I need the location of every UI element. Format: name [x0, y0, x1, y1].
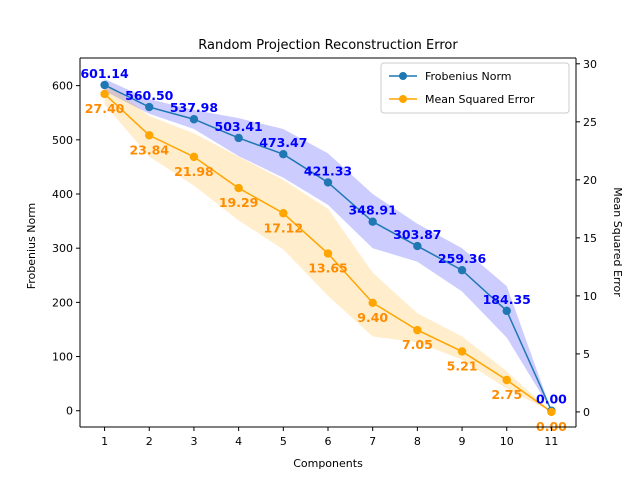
x-tick-label: 4: [235, 435, 242, 448]
frobenius-point: [145, 102, 154, 112]
mse-data-label: 5.21: [447, 358, 478, 373]
frobenius-point: [279, 149, 288, 159]
mse-point: [100, 89, 109, 99]
mse-point: [368, 298, 377, 308]
mse-data-label: 0.00: [536, 419, 567, 434]
frobenius-point: [413, 241, 422, 251]
mse-data-label: 17.12: [264, 220, 304, 235]
mse-point: [323, 249, 333, 258]
x-tick-label: 11: [544, 435, 558, 448]
mse-data-label: 27.40: [85, 101, 125, 116]
y-tick-label-right: 5: [583, 348, 590, 361]
legend-marker-mse: [399, 95, 407, 103]
legend: Frobenius Norm Mean Squared Error: [380, 62, 570, 114]
x-tick-label: 7: [369, 435, 376, 448]
x-tick-label: 6: [325, 435, 332, 448]
chart-title: Random Projection Reconstruction Error: [198, 38, 458, 53]
y-tick-label-left: 200: [52, 296, 73, 309]
frobenius-point: [323, 178, 333, 187]
mse-data-label: 19.29: [219, 195, 259, 210]
mse-data-label: 23.84: [129, 142, 169, 157]
x-tick-label: 5: [280, 435, 287, 448]
x-tick-label: 3: [190, 435, 197, 448]
mse-point: [502, 375, 511, 385]
y-tick-label-left: 300: [52, 242, 73, 255]
frobenius-data-label: 348.91: [349, 203, 397, 218]
confidence-bands: [104, 79, 552, 412]
mse-point: [279, 209, 288, 218]
mse-data-label: 9.40: [357, 310, 388, 325]
y-tick-label-right: 15: [583, 232, 597, 245]
frobenius-point: [100, 80, 109, 90]
frobenius-data-label: 184.35: [483, 292, 531, 307]
x-tick-label: 1: [101, 435, 108, 448]
x-tick-label: 8: [414, 435, 421, 448]
frobenius-data-label: 537.98: [170, 100, 218, 115]
y-tick-label-left: 600: [52, 80, 73, 93]
axes: 1 2 3 4 5 6 7 8 9 10 11 0 100 200 300 400 500 600 0 5 10 15 20…: [52, 57, 597, 448]
y-tick-label-right: 25: [583, 116, 597, 129]
frobenius-data-label: 473.47: [259, 135, 307, 150]
legend-box: [380, 62, 570, 114]
legend-label-frobenius: Frobenius Norm: [425, 70, 512, 83]
y-tick-label-right: 10: [583, 290, 597, 303]
mse-data-label: 21.98: [174, 164, 214, 179]
frobenius-data-label: 421.33: [304, 163, 352, 178]
y-axis-label-right: Mean Squared Error: [611, 187, 624, 297]
frobenius-data-label: 0.00: [536, 392, 567, 407]
frobenius-data-label: 601.14: [80, 66, 129, 81]
mse-data-label: 7.05: [402, 337, 433, 352]
legend-marker-frobenius: [399, 72, 407, 80]
x-tick-label: 2: [146, 435, 153, 448]
frobenius-data-label: 503.41: [215, 119, 263, 134]
data-points: [100, 80, 556, 417]
frobenius-point: [234, 133, 243, 143]
mse-point: [189, 152, 199, 162]
y-tick-label-right: 30: [583, 58, 597, 71]
mse-point: [547, 407, 556, 417]
frobenius-data-label: 259.36: [438, 251, 487, 266]
y-tick-label-left: 500: [52, 134, 73, 147]
y-tick-label-left: 100: [52, 351, 73, 364]
y-tick-label-left: 400: [52, 188, 73, 201]
x-axis-label: Components: [293, 457, 363, 470]
mse-band: [104, 81, 552, 412]
mse-point: [413, 325, 422, 335]
mse-point: [145, 131, 154, 140]
frobenius-point: [189, 115, 199, 124]
y-tick-label-left: 0: [66, 405, 73, 418]
y-tick-label-right: 20: [583, 174, 597, 187]
mse-point: [234, 183, 243, 193]
legend-label-mse: Mean Squared Error: [425, 93, 535, 106]
y-tick-label-right: 0: [583, 406, 590, 419]
x-tick-label: 10: [500, 435, 514, 448]
mse-data-label: 13.65: [308, 261, 348, 276]
frobenius-point: [457, 266, 467, 275]
frobenius-point: [502, 306, 511, 316]
y-axis-label-left: Frobenius Norm: [25, 203, 38, 290]
frobenius-band: [104, 79, 552, 411]
frobenius-point: [368, 217, 377, 226]
frobenius-data-label: 560.50: [125, 88, 174, 103]
x-tick-label: 9: [459, 435, 466, 448]
frobenius-data-label: 303.87: [393, 227, 441, 242]
mse-point: [457, 347, 467, 356]
mse-data-label: 2.75: [491, 387, 522, 402]
